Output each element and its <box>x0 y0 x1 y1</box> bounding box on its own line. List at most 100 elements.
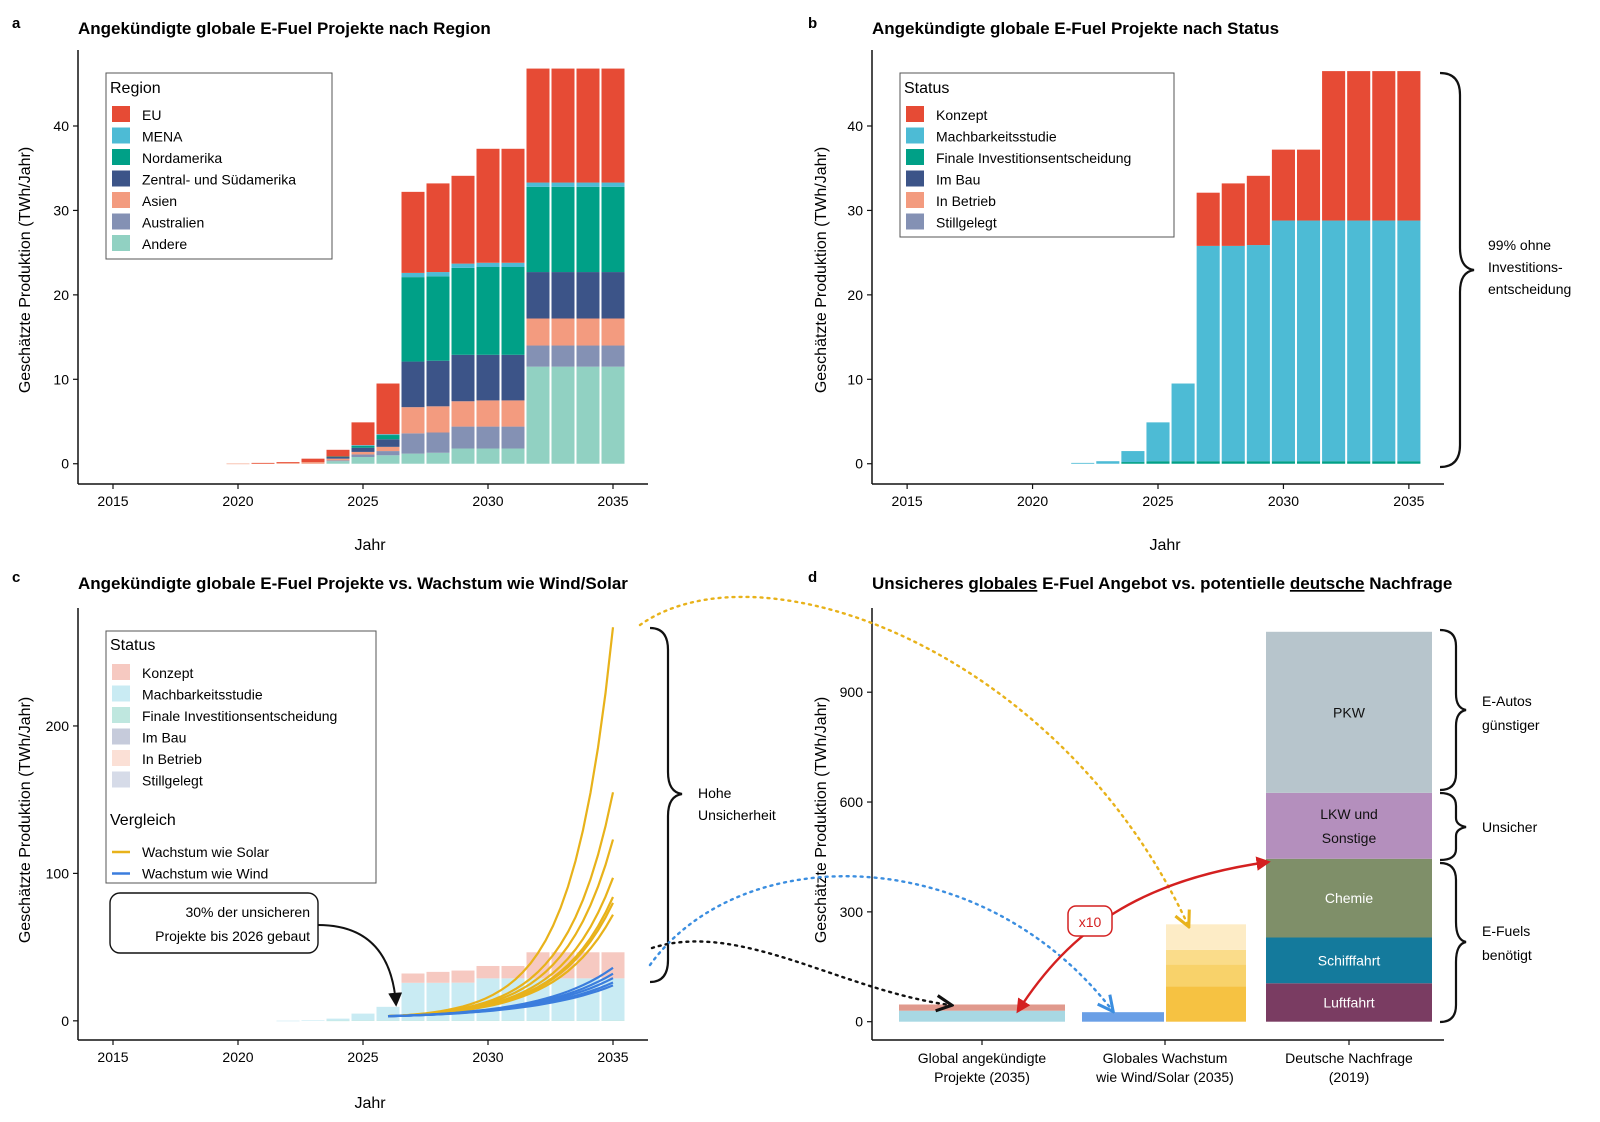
panel-a-bar-segment <box>451 448 475 464</box>
panel-b-bar-segment <box>1372 71 1396 221</box>
panel-a-x-tick-label: 2030 <box>472 493 503 509</box>
panel-c-bar-segment <box>451 982 475 1021</box>
panel-d-title-global: globales <box>968 574 1037 593</box>
panel-a-bar-segment <box>351 454 375 457</box>
panel-d-title-part1: Unsicheres <box>872 574 968 593</box>
panel-d-brace-2 <box>1439 791 1467 862</box>
panel-b-bar-segment <box>1296 461 1321 464</box>
panel-c-legend-label: Finale Investitionsentscheidung <box>142 708 337 724</box>
panel-a-bar-segment <box>226 463 250 465</box>
panel-a-bar-segment <box>501 267 525 355</box>
panel-b-bar-segment <box>1271 461 1295 464</box>
panel-c-bar-segment <box>501 1020 525 1021</box>
panel-b-legend-swatch <box>906 213 924 230</box>
panel-b-bar-segment <box>1397 461 1421 464</box>
panel-c-legend-swatch <box>112 771 130 788</box>
panel-b-legend-swatch <box>906 170 924 187</box>
panel-d-bar-segment <box>1166 986 1246 1022</box>
panel-a-bar-segment <box>451 401 475 427</box>
panel-c-bar-segment <box>326 1020 350 1022</box>
panel-d-bar-segment <box>1166 964 1246 987</box>
panel-a-bar-segment <box>426 452 450 464</box>
panel-a-bar-segment <box>351 456 375 464</box>
panel-a-bar-segment <box>351 422 375 446</box>
panel-b-bar-segment <box>1196 192 1220 246</box>
panel-a-legend-swatch <box>112 127 130 144</box>
panel-d-bar-segment <box>899 1004 1065 1011</box>
panel-b-bar-segment <box>1271 220 1295 462</box>
panel-c-bar-segment <box>326 1018 350 1021</box>
panel-d-x-tick-label: Deutsche Nachfrage <box>1285 1050 1413 1066</box>
panel-d-title-part5: Nachfrage <box>1365 574 1453 593</box>
panel-c-legend: Konzept Machbarkeitsstudie Finale Investit… <box>112 664 337 882</box>
panel-c-callout-line-2: Projekte bis 2026 gebaut <box>155 928 310 944</box>
panel-a-legend-label: Asien <box>142 193 177 209</box>
panel-a-bar-segment <box>426 360 450 407</box>
panel-a-legend-label: EU <box>142 107 161 123</box>
panel-a-x-tick-label: 2025 <box>347 493 378 509</box>
panel-d-segment-label: Sonstige <box>1322 830 1377 846</box>
panel-b-bar-segment <box>1246 461 1270 464</box>
panel-b-bar-segment <box>1171 383 1195 462</box>
panel-a-bar-segment <box>401 453 425 464</box>
panel-a-y-tick-label: 0 <box>61 456 69 472</box>
panel-b-bar-segment <box>1171 461 1195 464</box>
panel-d-x-tick-label: Projekte (2035) <box>934 1069 1030 1085</box>
panel-c-x-tick-label: 2035 <box>597 1049 628 1065</box>
panel-a-bar-segment <box>401 191 425 273</box>
panel-a-bar-segment <box>601 345 625 367</box>
panel-b-x-tick-label: 2025 <box>1142 493 1173 509</box>
panel-a-bar-segment <box>601 366 625 464</box>
panel-b-legend-swatch <box>906 192 924 208</box>
panel-c-brace-label-1: Hohe <box>698 785 732 801</box>
connector-projects-arrow <box>650 940 950 1005</box>
panel-d-brace-label-2: Unsicher <box>1482 819 1538 835</box>
panel-c-bar-segment <box>351 1020 375 1021</box>
panel-a-bar-segment <box>401 407 425 434</box>
panel-c-y-tick-label: 200 <box>46 718 70 734</box>
panel-a-bar-segment <box>351 446 375 448</box>
panel-c-bar-segment <box>401 973 425 983</box>
panel-b-bar-segment <box>1372 461 1396 464</box>
panel-c-legend-swatch <box>112 750 130 766</box>
panel-d-segment-label: Chemie <box>1325 890 1373 906</box>
panel-b-bar-segment <box>1221 461 1245 464</box>
panel-a-bar-segment <box>426 276 450 361</box>
panel-b-y-tick-label: 40 <box>847 118 863 134</box>
panel-a-bar-segment <box>476 448 500 464</box>
panel-d-title-deutsche: deutsche <box>1290 574 1365 593</box>
panel-b-y-tick-label: 30 <box>847 202 863 218</box>
panel-a-bar-segment <box>251 462 275 464</box>
panel-d-x10-badge <box>1067 905 1113 937</box>
panel-c-legend-line-label: Wachstum wie Solar <box>142 844 269 860</box>
panel-a-y-tick-label: 30 <box>53 202 69 218</box>
panel-a-bar-segment <box>576 318 600 346</box>
panel-d-title: Unsicheres globales E-Fuel Angebot vs. p… <box>872 574 1452 593</box>
panel-c-callout-box <box>109 892 319 954</box>
panel-a-legend: EU MENA Nordamerika Zentral- und Südamerika… <box>112 106 296 252</box>
panel-c-legend-title: Status <box>110 637 155 654</box>
panel-a-bar-segment <box>376 383 400 435</box>
panel-c-x-tick-label: 2030 <box>472 1049 503 1065</box>
panel-c-legend-label: Konzept <box>142 665 193 681</box>
panel-c-callout-arrow <box>317 924 403 1007</box>
panel-c-x-tick-label: 2015 <box>97 1049 128 1065</box>
panel-a-bar-segment <box>326 461 350 464</box>
panel-c-bar-segment <box>451 970 475 983</box>
panel-a-bar-segment <box>576 186 600 273</box>
panel-a-xlabel: Jahr <box>354 537 386 554</box>
panel-a-bar-segment <box>451 267 475 355</box>
panel-c-bar-segment <box>301 1020 325 1021</box>
panel-c-legend-label: Stillgelegt <box>142 773 203 789</box>
panel-d-brace-3 <box>1439 861 1467 1024</box>
panel-d-bar-segment <box>1266 631 1432 793</box>
panel-b-x-tick-label: 2035 <box>1393 493 1424 509</box>
panel-c-bar-segment <box>526 952 550 979</box>
panel-a-bar-segment <box>426 272 450 277</box>
panel-b-brace-label-3: entscheidung <box>1488 281 1571 297</box>
panel-a-bar-segment <box>476 262 500 267</box>
panel-c-bar-segment <box>401 1020 425 1021</box>
panel-d-segment-label: Schifffahrt <box>1318 952 1381 968</box>
panel-a-bar-segment <box>526 318 550 346</box>
